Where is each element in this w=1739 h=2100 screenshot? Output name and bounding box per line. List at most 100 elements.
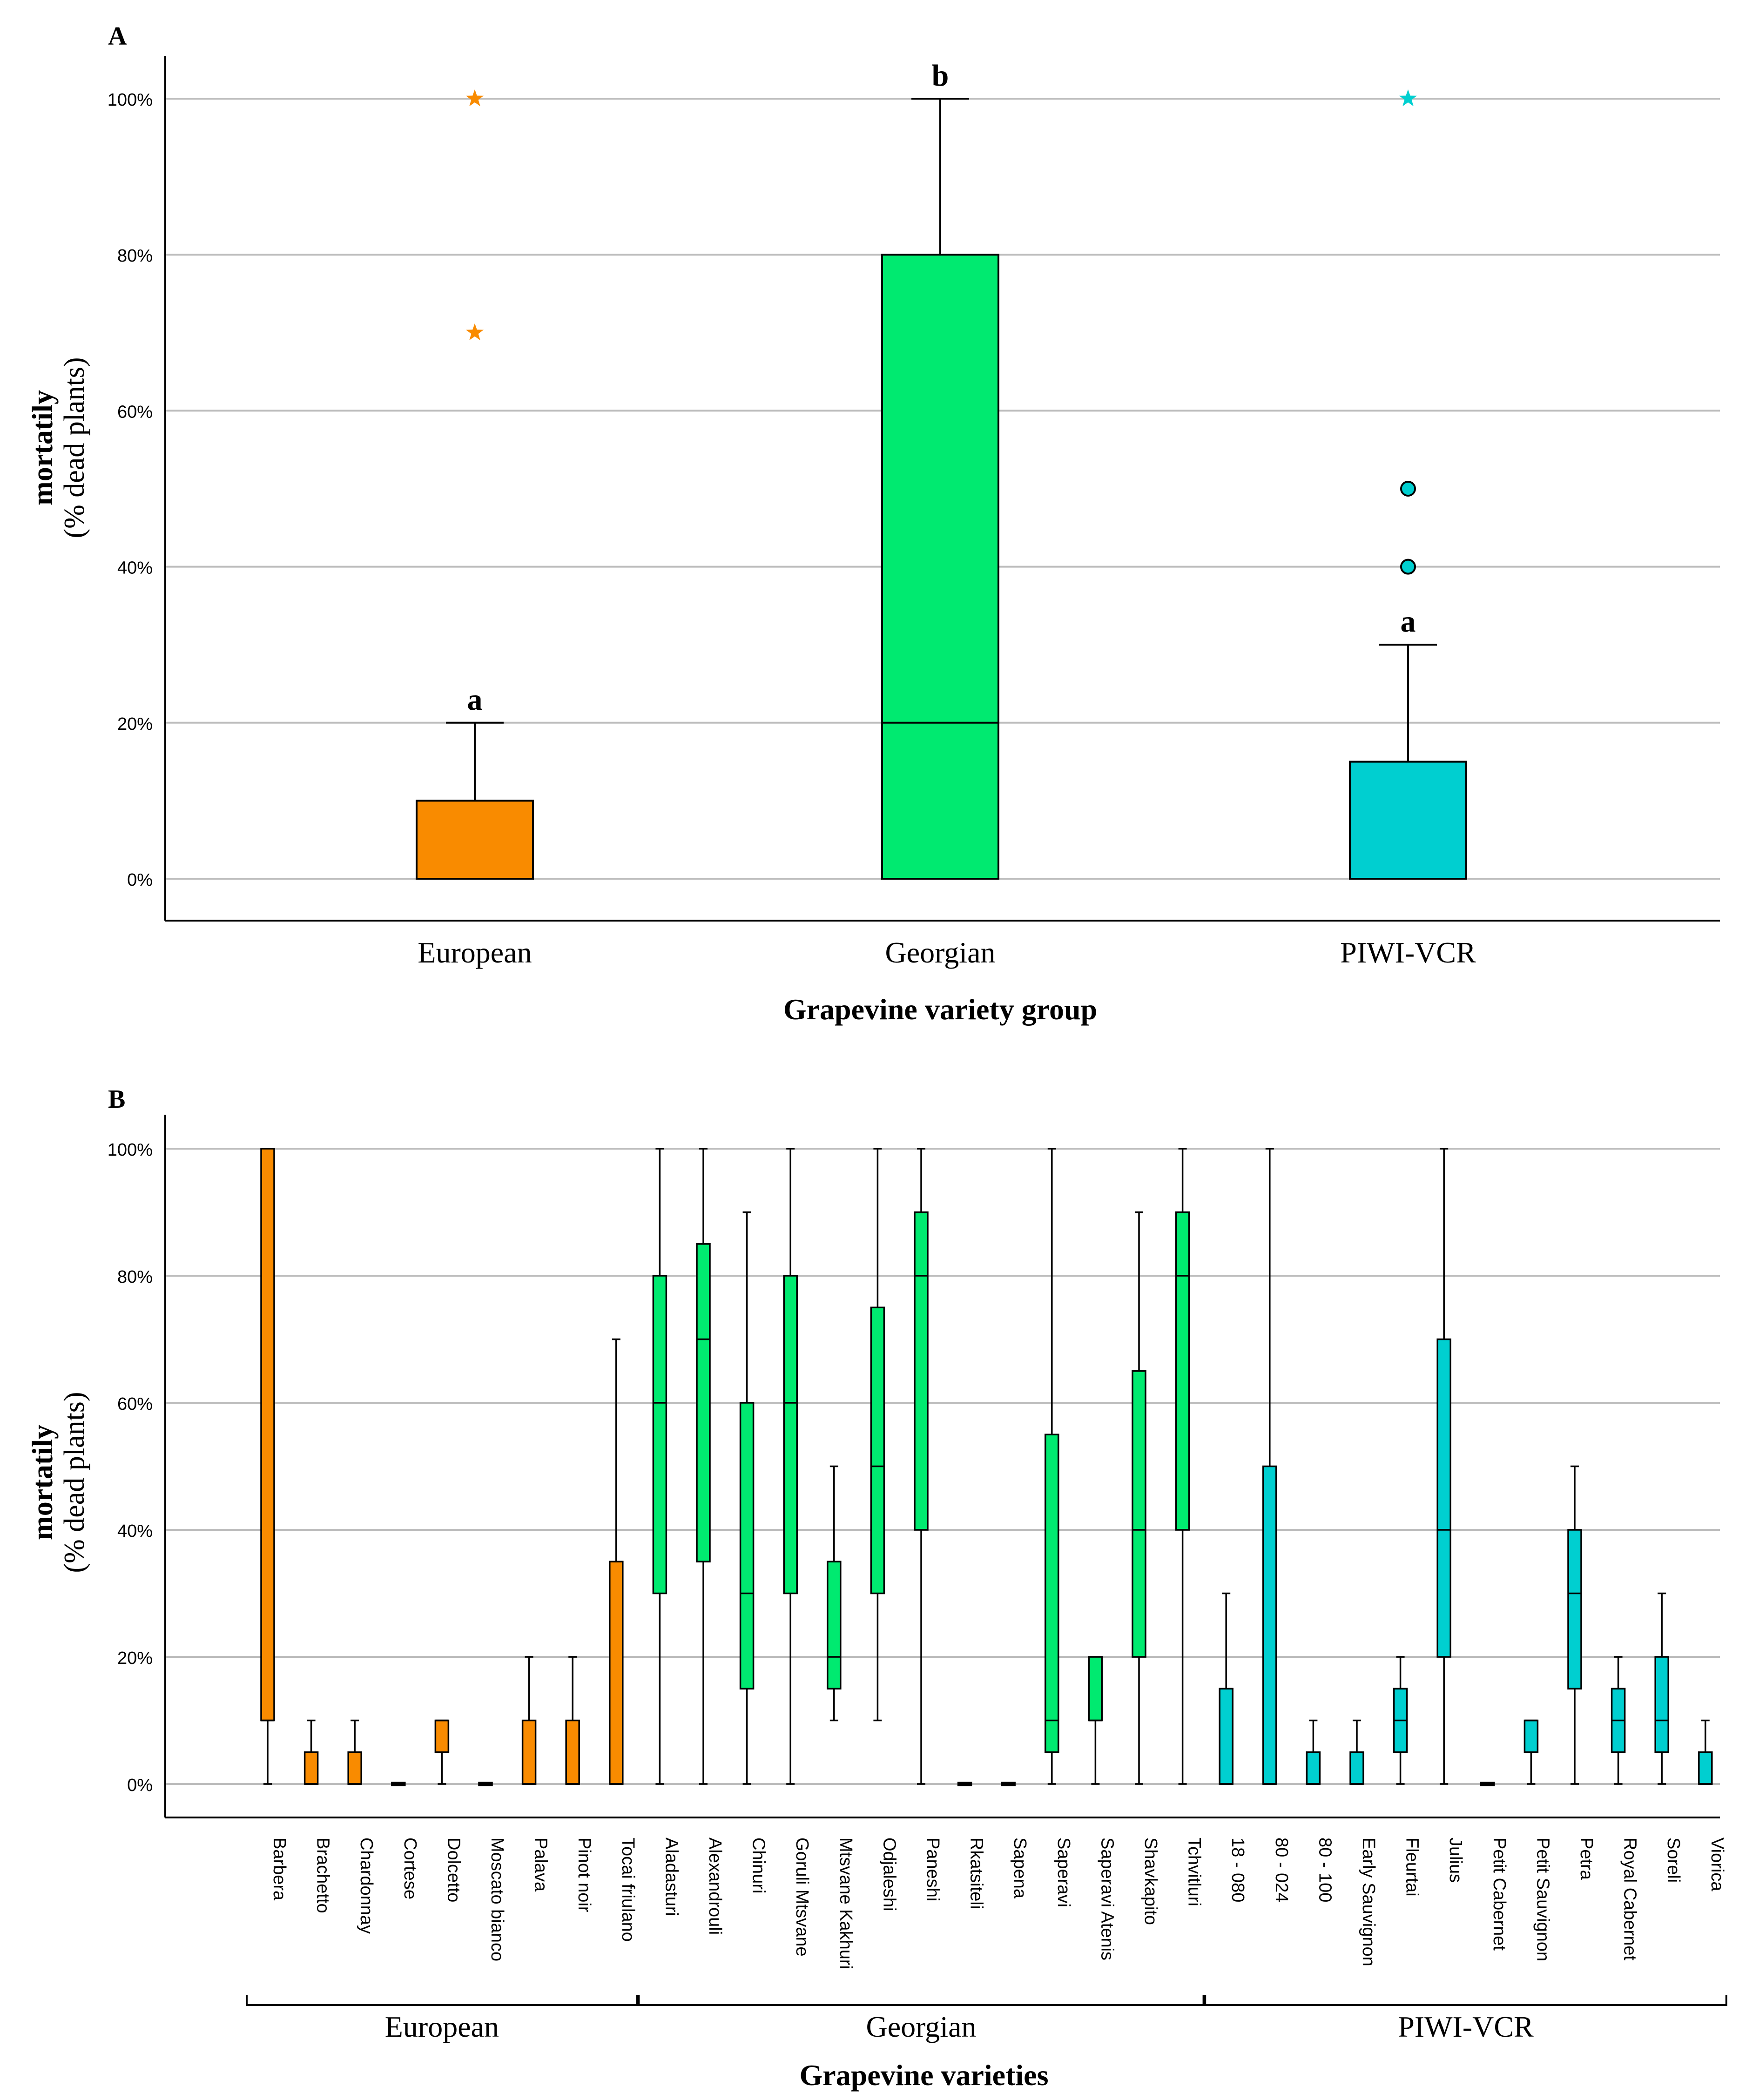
panel-a-x-tick-labels: European Georgian PIWI-VCR: [418, 936, 1476, 969]
box-aladasturi: [652, 1148, 667, 1785]
outlier-star: [1399, 89, 1417, 107]
box-body: [1436, 1338, 1451, 1658]
panel-b-y-tick-label: 40%: [117, 1521, 153, 1541]
box-early-sauvignon: [1349, 1719, 1364, 1785]
box-body: [696, 1243, 711, 1562]
box-body: [521, 1719, 537, 1785]
box-body: [1219, 1688, 1233, 1785]
box-barbera: [260, 1148, 275, 1785]
panel-a-y-tick-label: 60%: [117, 402, 153, 422]
panel-a-y-tick-label: 20%: [117, 714, 153, 734]
box-julius: [1436, 1148, 1451, 1785]
box-tocai-friulano: [609, 1338, 624, 1785]
box-viorica: [1698, 1719, 1713, 1785]
bracket-line: [246, 1995, 638, 2006]
x-tick-label-alexandrouli: Alexandrouli: [705, 1838, 725, 1935]
x-tick-label-tchvitluri: Tchvitluri: [1185, 1838, 1204, 1906]
box-chardonnay: [347, 1719, 362, 1785]
x-tick-label-julius: Julius: [1446, 1838, 1465, 1883]
significance-letter: a: [1401, 605, 1416, 639]
box-alexandrouli: [696, 1148, 711, 1785]
panel-b-y-tick-labels: 0% 20% 40% 60% 80% 100%: [108, 1140, 153, 1795]
box-paneshi: [914, 1148, 929, 1785]
box-body: [1262, 1465, 1277, 1785]
x-tick-label-palava: Palava: [531, 1838, 551, 1892]
box-odjaleshi: [870, 1148, 885, 1722]
x-tick-label-petit-sauvignon: Petit Sauvignon: [1533, 1838, 1552, 1961]
box-80-100: [1306, 1719, 1321, 1785]
bracket-line: [638, 1995, 1205, 2006]
x-tick-label-royal-cabernet: Royal Cabernet: [1620, 1838, 1640, 1960]
box-georgian: b: [881, 59, 999, 880]
x-tick-label-pinot-noir: Pinot noir: [574, 1838, 594, 1912]
x-tick-label-tocai-friulano: Tocai friulano: [618, 1838, 638, 1942]
box-body: [1132, 1370, 1146, 1658]
x-tick-label-soreli: Soreli: [1664, 1838, 1683, 1883]
box-body: [1567, 1529, 1582, 1689]
box-tchvitluri: [1175, 1148, 1190, 1785]
x-tick-label-80-024: 80 - 024: [1272, 1838, 1291, 1902]
panel-a-boxes: a b a: [416, 59, 1467, 880]
bracket-label: PIWI-VCR: [1398, 2010, 1534, 2043]
box-sapena: [1001, 1782, 1016, 1786]
panel-a-y-tick-labels: 0% 20% 40% 60% 80% 100%: [108, 90, 153, 890]
x-tick-label-18-080: 18 - 080: [1228, 1838, 1247, 1902]
bracket-european: European: [246, 1995, 638, 2043]
panel-b-group-brackets: European Georgian PIWI-VCR: [246, 1995, 1727, 2043]
box-body: [416, 800, 534, 880]
box-body: [260, 1148, 275, 1722]
box-piwi-vcr: a: [1349, 89, 1467, 880]
panel-b-label: B: [108, 1085, 125, 1114]
outlier-circle: [1400, 559, 1416, 575]
outlier-circle: [1400, 481, 1416, 497]
panel-b-axes: [164, 1115, 1720, 1818]
panel-b-y-tick-label: 60%: [117, 1394, 153, 1414]
box-fleurtai: [1393, 1656, 1408, 1785]
box-petit-sauvignon: [1523, 1719, 1539, 1785]
x-tick-label-rkatsiteli: Rkatsiteli: [967, 1838, 986, 1909]
box-palava: [521, 1656, 537, 1785]
box-18-080: [1219, 1592, 1233, 1785]
x-tick-label-early-sauvignon: Early Sauvignon: [1359, 1838, 1378, 1966]
box-chinuri: [739, 1211, 755, 1785]
box-body: [1088, 1656, 1103, 1722]
x-tick-label-80-100: 80 - 100: [1315, 1838, 1335, 1902]
panel-a-y-tick-label: 0%: [127, 870, 153, 890]
box-mtsvane-kakhuri: [827, 1465, 842, 1722]
box-body: [827, 1561, 842, 1689]
panel-b-y-tick-label: 80%: [117, 1267, 153, 1287]
box-body: [739, 1402, 755, 1689]
x-tick-label-georgian: Georgian: [885, 936, 996, 969]
x-tick-label-cortese: Cortese: [400, 1838, 420, 1899]
x-tick-label-saperavi: Saperavi: [1054, 1838, 1073, 1907]
box-body: [609, 1561, 624, 1785]
x-tick-label-aladasturi: Aladasturi: [661, 1838, 681, 1916]
bracket-line: [1204, 1995, 1727, 2006]
panel-b: B 0% 20% 40% 60% 80% 100% Barbera Brachetto Cha…: [27, 1085, 1727, 2092]
panel-a-y-axis-title: mortatily (% dead plants): [27, 357, 90, 538]
x-tick-label-saperavi-atenis: Saperavi Atenis: [1097, 1838, 1117, 1960]
box-80-024: [1262, 1148, 1277, 1785]
panel-b-y-axis-title: mortatily (% dead plants): [27, 1392, 90, 1573]
box-brachetto: [303, 1719, 319, 1785]
box-dolcetto: [434, 1719, 450, 1785]
panel-a-y-tick-label: 80%: [117, 246, 153, 266]
x-tick-label-petit-cabernet: Petit Cabernet: [1490, 1838, 1509, 1951]
x-tick-label-dolcetto: Dolcetto: [444, 1838, 463, 1902]
box-petra: [1567, 1465, 1582, 1785]
box-body: [347, 1751, 362, 1785]
x-tick-label-piwi-vcr: PIWI-VCR: [1340, 936, 1476, 969]
x-tick-label-chardonnay: Chardonnay: [357, 1838, 376, 1934]
x-tick-label-fleurtai: Fleurtai: [1402, 1838, 1422, 1897]
x-tick-label-odjaleshi: Odjaleshi: [879, 1838, 899, 1911]
box-body: [1349, 761, 1467, 880]
significance-letter: b: [932, 59, 949, 93]
panel-a-y-axis-title-sub: (% dead plants): [59, 357, 90, 538]
panel-a-y-tick-label: 100%: [108, 90, 153, 110]
bracket-label: Georgian: [866, 2010, 977, 2043]
x-tick-label-goruli-mtsvane: Goruli Mtsvane: [792, 1838, 812, 1957]
x-tick-label-chinuri: Chinuri: [749, 1838, 768, 1893]
significance-letter: a: [467, 683, 483, 717]
x-tick-label-barbera: Barbera: [270, 1838, 289, 1901]
box-body: [434, 1719, 450, 1753]
